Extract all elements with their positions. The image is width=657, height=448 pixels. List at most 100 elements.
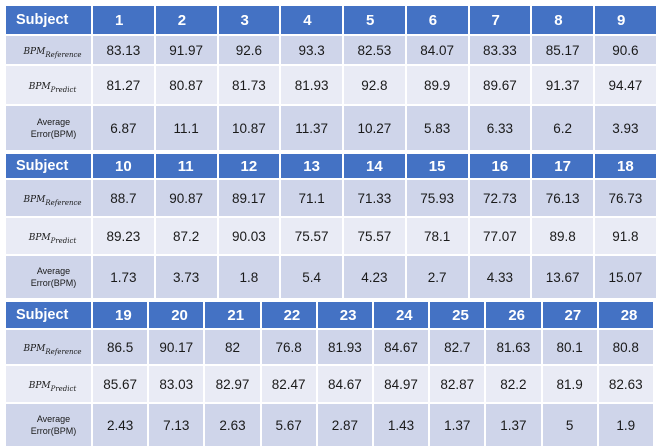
bpm-reference-value: 80.8 <box>596 328 655 366</box>
bpm-predict-label: BPMPredict <box>4 64 93 106</box>
subject-number-cell: 10 <box>91 152 156 180</box>
average-error-value: 1.9 <box>596 402 655 448</box>
bpm-reference-label: BPMReference <box>4 328 93 366</box>
average-error-line2: Error(BPM) <box>30 278 77 288</box>
subject-number-cell: 18 <box>593 152 657 180</box>
average-error-value: 1.8 <box>216 254 282 300</box>
average-error-value: 11.1 <box>153 104 219 152</box>
bpm-predict-row: BPMPredict 85.67 83.03 82.97 82.47 84.67 84.97… <box>4 364 655 404</box>
subject-number-cell: 17 <box>530 152 595 180</box>
subject-number-cell: 14 <box>342 152 407 180</box>
bpm-predict-value: 82.47 <box>259 364 318 404</box>
subject-header-row: Subject 1 2 3 4 5 6 7 8 9 <box>4 4 657 36</box>
bpm-predict-value: 83.03 <box>147 364 206 404</box>
subject-number-cell: 2 <box>153 4 219 36</box>
bpm-reference-value: 83.33 <box>467 34 533 66</box>
bpm-reference-value: 84.67 <box>371 328 431 366</box>
subject-number-cell: 12 <box>216 152 282 180</box>
bpm-reference-value: 76.73 <box>593 178 657 218</box>
bpm-reference-value: 93.3 <box>279 34 344 66</box>
subject-number-cell: 21 <box>203 300 262 330</box>
average-error-value: 3.93 <box>593 104 657 152</box>
subject-number-cell: 3 <box>216 4 282 36</box>
subject-number-cell: 15 <box>404 152 470 180</box>
bpm-predict-value: 92.8 <box>342 64 407 106</box>
bpm-reference-value: 81.93 <box>315 328 374 366</box>
average-error-line1: Average <box>36 266 71 276</box>
subject-number-cell: 9 <box>593 4 657 36</box>
reference-subscript: Reference <box>45 198 82 207</box>
average-error-value: 10.27 <box>342 104 407 152</box>
average-error-value: 13.67 <box>530 254 595 300</box>
bpm-reference-value: 75.93 <box>404 178 470 218</box>
bpm-predict-value: 89.8 <box>530 216 595 256</box>
average-error-value: 6.33 <box>467 104 533 152</box>
average-error-line1: Average <box>36 414 71 424</box>
average-error-value: 5.4 <box>279 254 344 300</box>
predict-subscript: Predict <box>50 236 77 245</box>
bpm-predict-value: 89.9 <box>404 64 470 106</box>
bpm-text: BPM <box>23 46 46 57</box>
bpm-predict-label: BPMPredict <box>4 216 93 256</box>
bpm-reference-value: 90.6 <box>593 34 657 66</box>
bpm-predict-value: 87.2 <box>153 216 219 256</box>
bpm-reference-value: 71.1 <box>279 178 344 218</box>
bpm-reference-value: 89.17 <box>216 178 282 218</box>
subject-number-cell: 1 <box>91 4 156 36</box>
average-error-value: 5.67 <box>259 402 318 448</box>
bpm-reference-value: 88.7 <box>91 178 156 218</box>
bpm-predict-value: 82.63 <box>596 364 655 404</box>
bpm-reference-value: 83.13 <box>91 34 156 66</box>
subject-number-cell: 4 <box>279 4 344 36</box>
bpm-reference-value: 90.87 <box>153 178 219 218</box>
subject-number-cell: 6 <box>404 4 470 36</box>
average-error-row: Average Error(BPM) 6.87 11.1 10.87 11.37 10.27… <box>4 104 657 152</box>
bpm-reference-value: 82.53 <box>342 34 407 66</box>
average-error-value: 2.63 <box>203 402 262 448</box>
bpm-reference-value: 91.97 <box>153 34 219 66</box>
average-error-row: Average Error(BPM) 2.43 7.13 2.63 5.67 2.87 1.4… <box>4 402 655 448</box>
average-error-line2: Error(BPM) <box>30 426 77 436</box>
reference-subscript: Reference <box>45 50 82 59</box>
bpm-reference-value: 85.17 <box>530 34 595 66</box>
bpm-predict-value: 82.87 <box>428 364 487 404</box>
average-error-value: 5 <box>540 402 599 448</box>
subject-number-cell: 11 <box>153 152 219 180</box>
subject-number-cell: 20 <box>147 300 206 330</box>
bpm-reference-value: 76.8 <box>259 328 318 366</box>
bpm-predict-value: 84.67 <box>315 364 374 404</box>
bpm-predict-value: 80.87 <box>153 64 219 106</box>
bpm-reference-value: 84.07 <box>404 34 470 66</box>
reference-subscript: Reference <box>45 347 82 356</box>
bpm-reference-label: BPMReference <box>4 34 93 66</box>
bpm-reference-label: BPMReference <box>4 178 93 218</box>
bpm-predict-value: 81.93 <box>279 64 344 106</box>
average-error-value: 2.87 <box>315 402 374 448</box>
average-error-value: 2.43 <box>90 402 150 448</box>
subject-header-row: Subject 10 11 12 13 14 15 16 17 18 <box>4 152 657 180</box>
bpm-predict-value: 78.1 <box>404 216 470 256</box>
bpm-predict-row: BPMPredict 81.27 80.87 81.73 81.93 92.8 89.9 89… <box>4 64 657 106</box>
subject-number-cell: 7 <box>467 4 533 36</box>
bpm-predict-value: 75.57 <box>279 216 344 256</box>
bpm-predict-value: 82.97 <box>203 364 262 404</box>
bpm-text: BPM <box>28 81 51 92</box>
results-table-2: Subject 10 11 12 13 14 15 16 17 18 BPMReference 88.… <box>4 152 657 300</box>
bpm-reference-value: 71.33 <box>342 178 407 218</box>
bpm-predict-value: 82.2 <box>484 364 543 404</box>
predict-subscript: Predict <box>50 85 77 94</box>
subject-number-cell: 24 <box>371 300 431 330</box>
subject-number-cell: 27 <box>540 300 599 330</box>
results-table-1: Subject 1 2 3 4 5 6 7 8 9 BPMReference 83.13 91.97 92… <box>4 4 657 152</box>
average-error-value: 4.23 <box>342 254 407 300</box>
subject-number-cell: 22 <box>259 300 318 330</box>
bpm-reference-row: BPMReference 88.7 90.87 89.17 71.1 71.33 75.93… <box>4 178 657 218</box>
average-error-label: Average Error(BPM) <box>4 254 93 300</box>
bpm-text: BPM <box>28 380 51 391</box>
bpm-reference-value: 82.7 <box>428 328 487 366</box>
bpm-reference-value: 82 <box>203 328 262 366</box>
bpm-text: BPM <box>23 194 46 205</box>
bpm-reference-row: BPMReference 83.13 91.97 92.6 93.3 82.53 84.07… <box>4 34 657 66</box>
bpm-reference-value: 76.13 <box>530 178 595 218</box>
average-error-line2: Error(BPM) <box>30 129 77 139</box>
